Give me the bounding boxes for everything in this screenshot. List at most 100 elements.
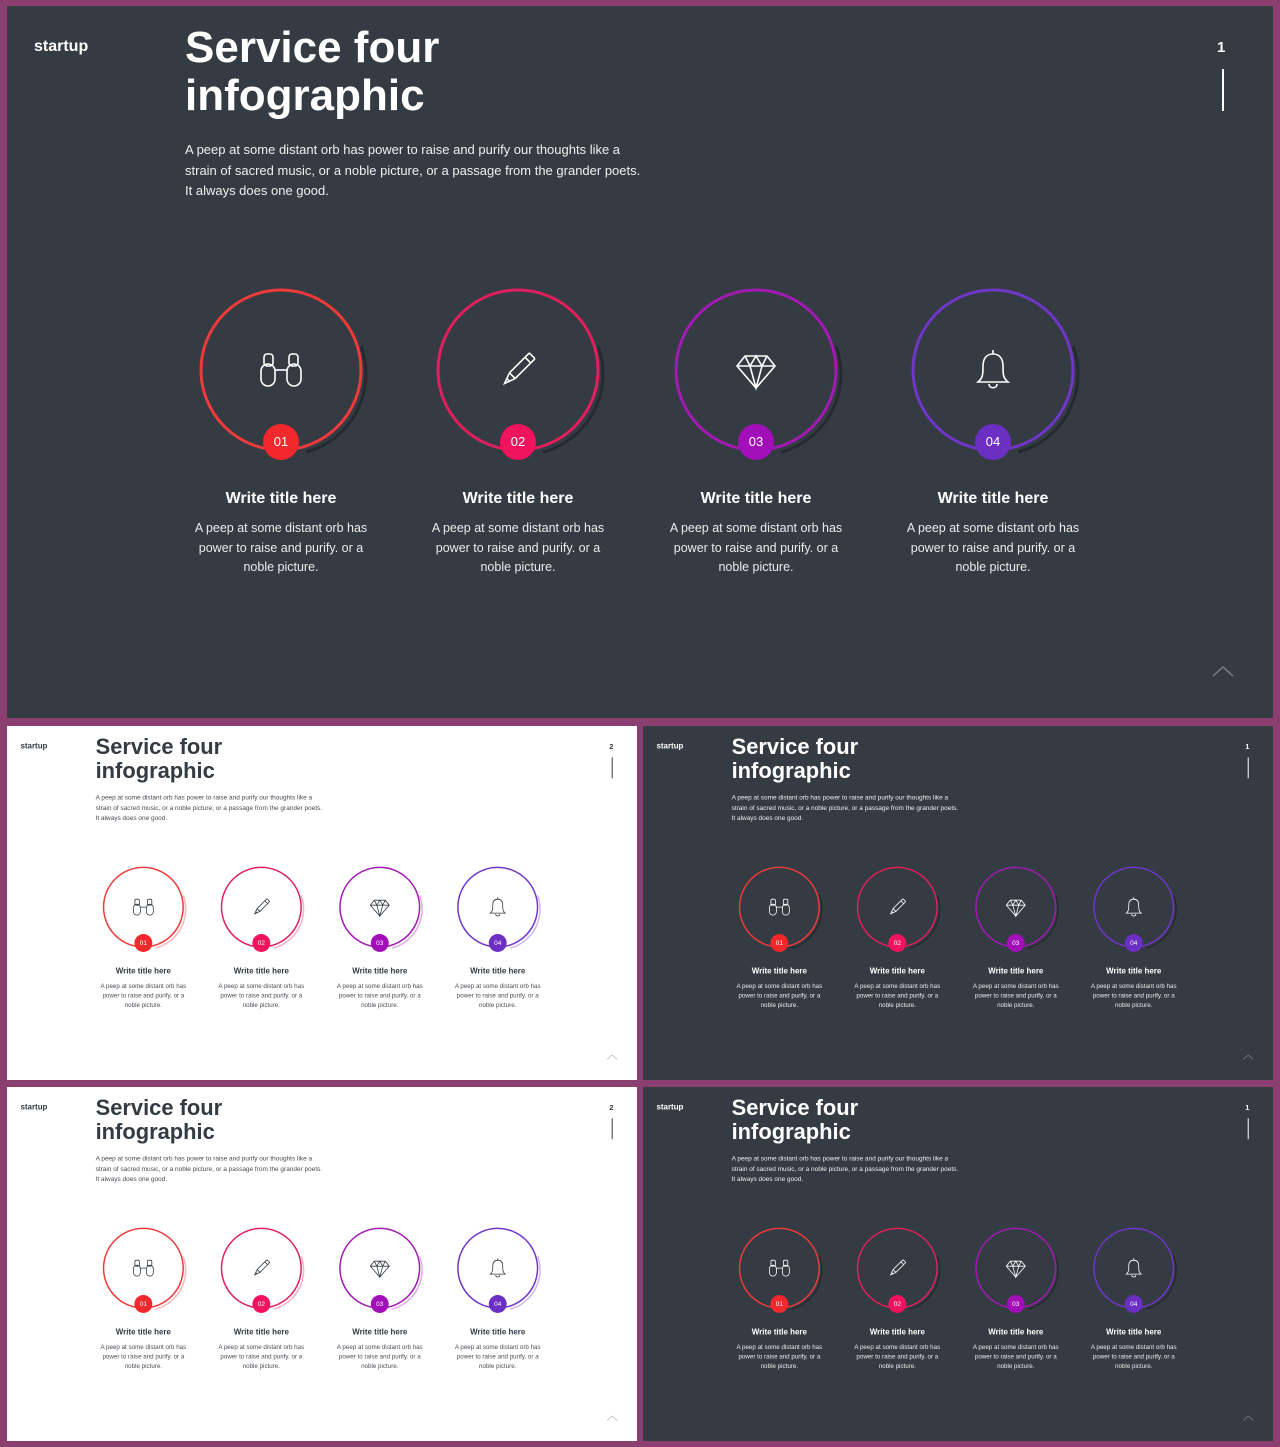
item-number-badge: 03	[370, 1295, 389, 1313]
item-number-badge: 02	[252, 934, 271, 952]
title-line-1: Service four	[731, 1095, 859, 1120]
item-number-badge: 01	[134, 1295, 153, 1313]
slide-thumb-light-bottom[interactable]: startup Service four infographic A peep …	[7, 1087, 637, 1441]
item-description: A peep at some distant orb has power to …	[431, 521, 605, 574]
pencil-icon	[502, 352, 536, 386]
item-title: Write title here	[233, 1327, 289, 1337]
page-title: Service four infographic	[732, 735, 941, 783]
item-description: A peep at some distant orb has power to …	[906, 521, 1080, 574]
pencil-icon	[253, 898, 270, 915]
chevron-up-icon[interactable]	[606, 1414, 618, 1421]
item-title: Write title here	[225, 490, 337, 507]
item-description: A peep at some distant orb has power to …	[454, 982, 541, 1009]
slide-large-dark[interactable]: startup Service four infographic A peep …	[7, 6, 1273, 718]
slide-content: startup Service four infographic A peep …	[7, 6, 1273, 718]
item-number-badge: 03	[738, 424, 774, 460]
chevron-up-icon[interactable]	[1242, 1414, 1254, 1421]
title-line-2: infographic	[731, 1119, 851, 1144]
item-description: A peep at some distant orb has power to …	[972, 982, 1059, 1009]
title-line-1: Service four	[95, 1095, 223, 1120]
item-title: Write title here	[937, 490, 1049, 507]
slide-content: startup Service four infographic A peep …	[643, 726, 1273, 1080]
item-number-badge: 01	[134, 934, 153, 952]
slide-thumb-dark-bottom[interactable]: startup Service four infographic A peep …	[643, 1087, 1273, 1441]
title-line-1: Service four	[95, 734, 223, 759]
item-description: A peep at some distant orb has power to …	[100, 1343, 187, 1370]
logo: startup	[20, 741, 48, 751]
item-title: Write title here	[988, 1327, 1044, 1337]
diamond-icon	[369, 1260, 390, 1279]
slide-thumb-dark-top[interactable]: startup Service four infographic A peep …	[643, 726, 1273, 1080]
page-indicator-bar	[1247, 757, 1249, 779]
item-description: A peep at some distant orb has power to …	[1090, 982, 1177, 1009]
page-title: Service four infographic	[185, 24, 605, 120]
item-description: A peep at some distant orb has power to …	[336, 982, 423, 1009]
diamond-icon	[1005, 1260, 1026, 1279]
diamond-icon	[735, 354, 777, 392]
bell-icon	[975, 350, 1011, 389]
page-indicator-bar	[611, 757, 613, 779]
page-number: 1	[1217, 39, 1226, 56]
slide-thumb-light-top[interactable]: startup Service four infographic A peep …	[7, 726, 637, 1080]
item-title: Write title here	[352, 966, 408, 976]
page-number: 1	[1245, 742, 1250, 751]
item-description: A peep at some distant orb has power to …	[218, 1343, 305, 1370]
item-number-badge: 01	[263, 424, 299, 460]
item-title: Write title here	[1106, 1327, 1162, 1337]
title-line-2: infographic	[95, 758, 215, 783]
bell-icon	[489, 897, 507, 917]
item-number-badge: 04	[975, 424, 1011, 460]
item-description: A peep at some distant orb has power to …	[194, 521, 368, 574]
pencil-icon	[889, 898, 906, 915]
page-indicator-bar	[1222, 69, 1224, 111]
logo: startup	[656, 1102, 684, 1112]
item-description: A peep at some distant orb has power to …	[336, 1343, 423, 1370]
title-line-2: infographic	[185, 71, 425, 120]
item-ring	[1093, 866, 1177, 949]
binoculars-icon	[769, 898, 790, 916]
item-title: Write title here	[470, 1327, 526, 1337]
page-number: 1	[1245, 1103, 1250, 1112]
chevron-up-icon[interactable]	[1211, 664, 1235, 678]
diamond-icon	[1005, 899, 1026, 918]
chevron-up-icon[interactable]	[606, 1053, 618, 1060]
item-number-badge: 01	[770, 1295, 789, 1313]
item-number-badge: 03	[370, 934, 389, 952]
item-number-badge: 04	[1124, 934, 1143, 952]
binoculars-icon	[133, 1259, 154, 1277]
item-description: A peep at some distant orb has power to …	[218, 982, 305, 1009]
item-number-badge: 04	[1124, 1295, 1143, 1313]
title-line-2: infographic	[95, 1119, 215, 1144]
page-indicator-bar	[1247, 1118, 1249, 1140]
slide-content: startup Service four infographic A peep …	[7, 726, 637, 1080]
item-number-badge: 04	[488, 934, 507, 952]
item-title: Write title here	[115, 966, 171, 976]
pencil-icon	[889, 1259, 906, 1276]
page-title: Service four infographic	[96, 1096, 305, 1144]
page-title: Service four infographic	[732, 1096, 941, 1144]
page-description: A peep at some distant orb has power to …	[731, 1154, 959, 1183]
item-description: A peep at some distant orb has power to …	[669, 521, 843, 574]
item-number-badge: 02	[888, 934, 907, 952]
item-description: A peep at some distant orb has power to …	[736, 982, 823, 1009]
item-description: A peep at some distant orb has power to …	[1090, 1343, 1177, 1370]
diamond-icon	[369, 899, 390, 918]
item-description: A peep at some distant orb has power to …	[972, 1343, 1059, 1370]
page-title: Service four infographic	[96, 735, 305, 783]
logo: startup	[34, 38, 89, 55]
item-title: Write title here	[988, 966, 1044, 976]
title-line-2: infographic	[731, 758, 851, 783]
item-number-badge: 01	[770, 934, 789, 952]
logo: startup	[20, 1102, 48, 1112]
item-number-badge: 02	[888, 1295, 907, 1313]
item-number-badge: 03	[1006, 1295, 1025, 1313]
page-description: A peep at some distant orb has power to …	[185, 142, 641, 198]
binoculars-icon	[769, 1259, 790, 1277]
item-title: Write title here	[352, 1327, 408, 1337]
item-title: Write title here	[700, 490, 812, 507]
item-description: A peep at some distant orb has power to …	[736, 1343, 823, 1370]
item-number-badge: 02	[500, 424, 536, 460]
item-title: Write title here	[115, 1327, 171, 1337]
binoculars-icon	[133, 898, 154, 916]
chevron-up-icon[interactable]	[1242, 1053, 1254, 1060]
